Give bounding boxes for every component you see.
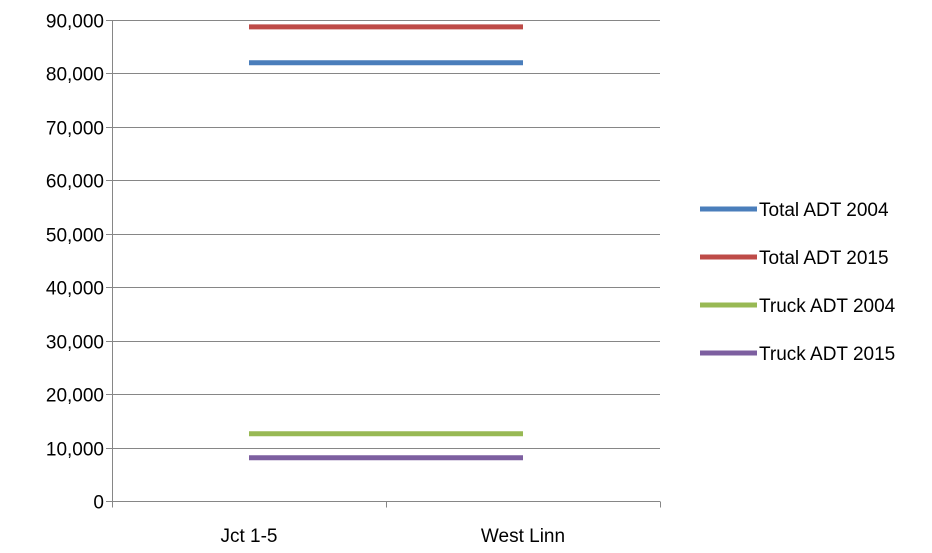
y-tick-label: 40,000 — [46, 279, 104, 300]
y-tick-label: 0 — [93, 493, 104, 514]
legend-label: Truck ADT 2015 — [759, 344, 895, 365]
legend: Total ADT 2004 Total ADT 2015 Truck ADT 20… — [700, 200, 896, 365]
y-tick-label: 50,000 — [46, 226, 104, 247]
y-tick-label: 60,000 — [46, 172, 104, 193]
x-tick-label: Jct 1-5 — [220, 526, 277, 547]
axes: 0 10,000 20,000 30,000 40,000 50,000 60,000 70,… — [46, 12, 661, 547]
y-tick-label: 10,000 — [46, 440, 104, 461]
y-tick-label: 30,000 — [46, 333, 104, 354]
y-tick-label: 20,000 — [46, 386, 104, 407]
y-tick-label: 70,000 — [46, 119, 104, 140]
legend-label: Truck ADT 2004 — [759, 296, 896, 317]
gridlines — [112, 20, 660, 449]
y-tick-label: 80,000 — [46, 65, 104, 86]
x-tick-label: West Linn — [481, 526, 565, 547]
legend-label: Total ADT 2004 — [759, 200, 889, 221]
series-lines — [249, 24, 523, 461]
y-tick-label: 90,000 — [46, 12, 104, 33]
legend-label: Total ADT 2015 — [759, 248, 889, 269]
